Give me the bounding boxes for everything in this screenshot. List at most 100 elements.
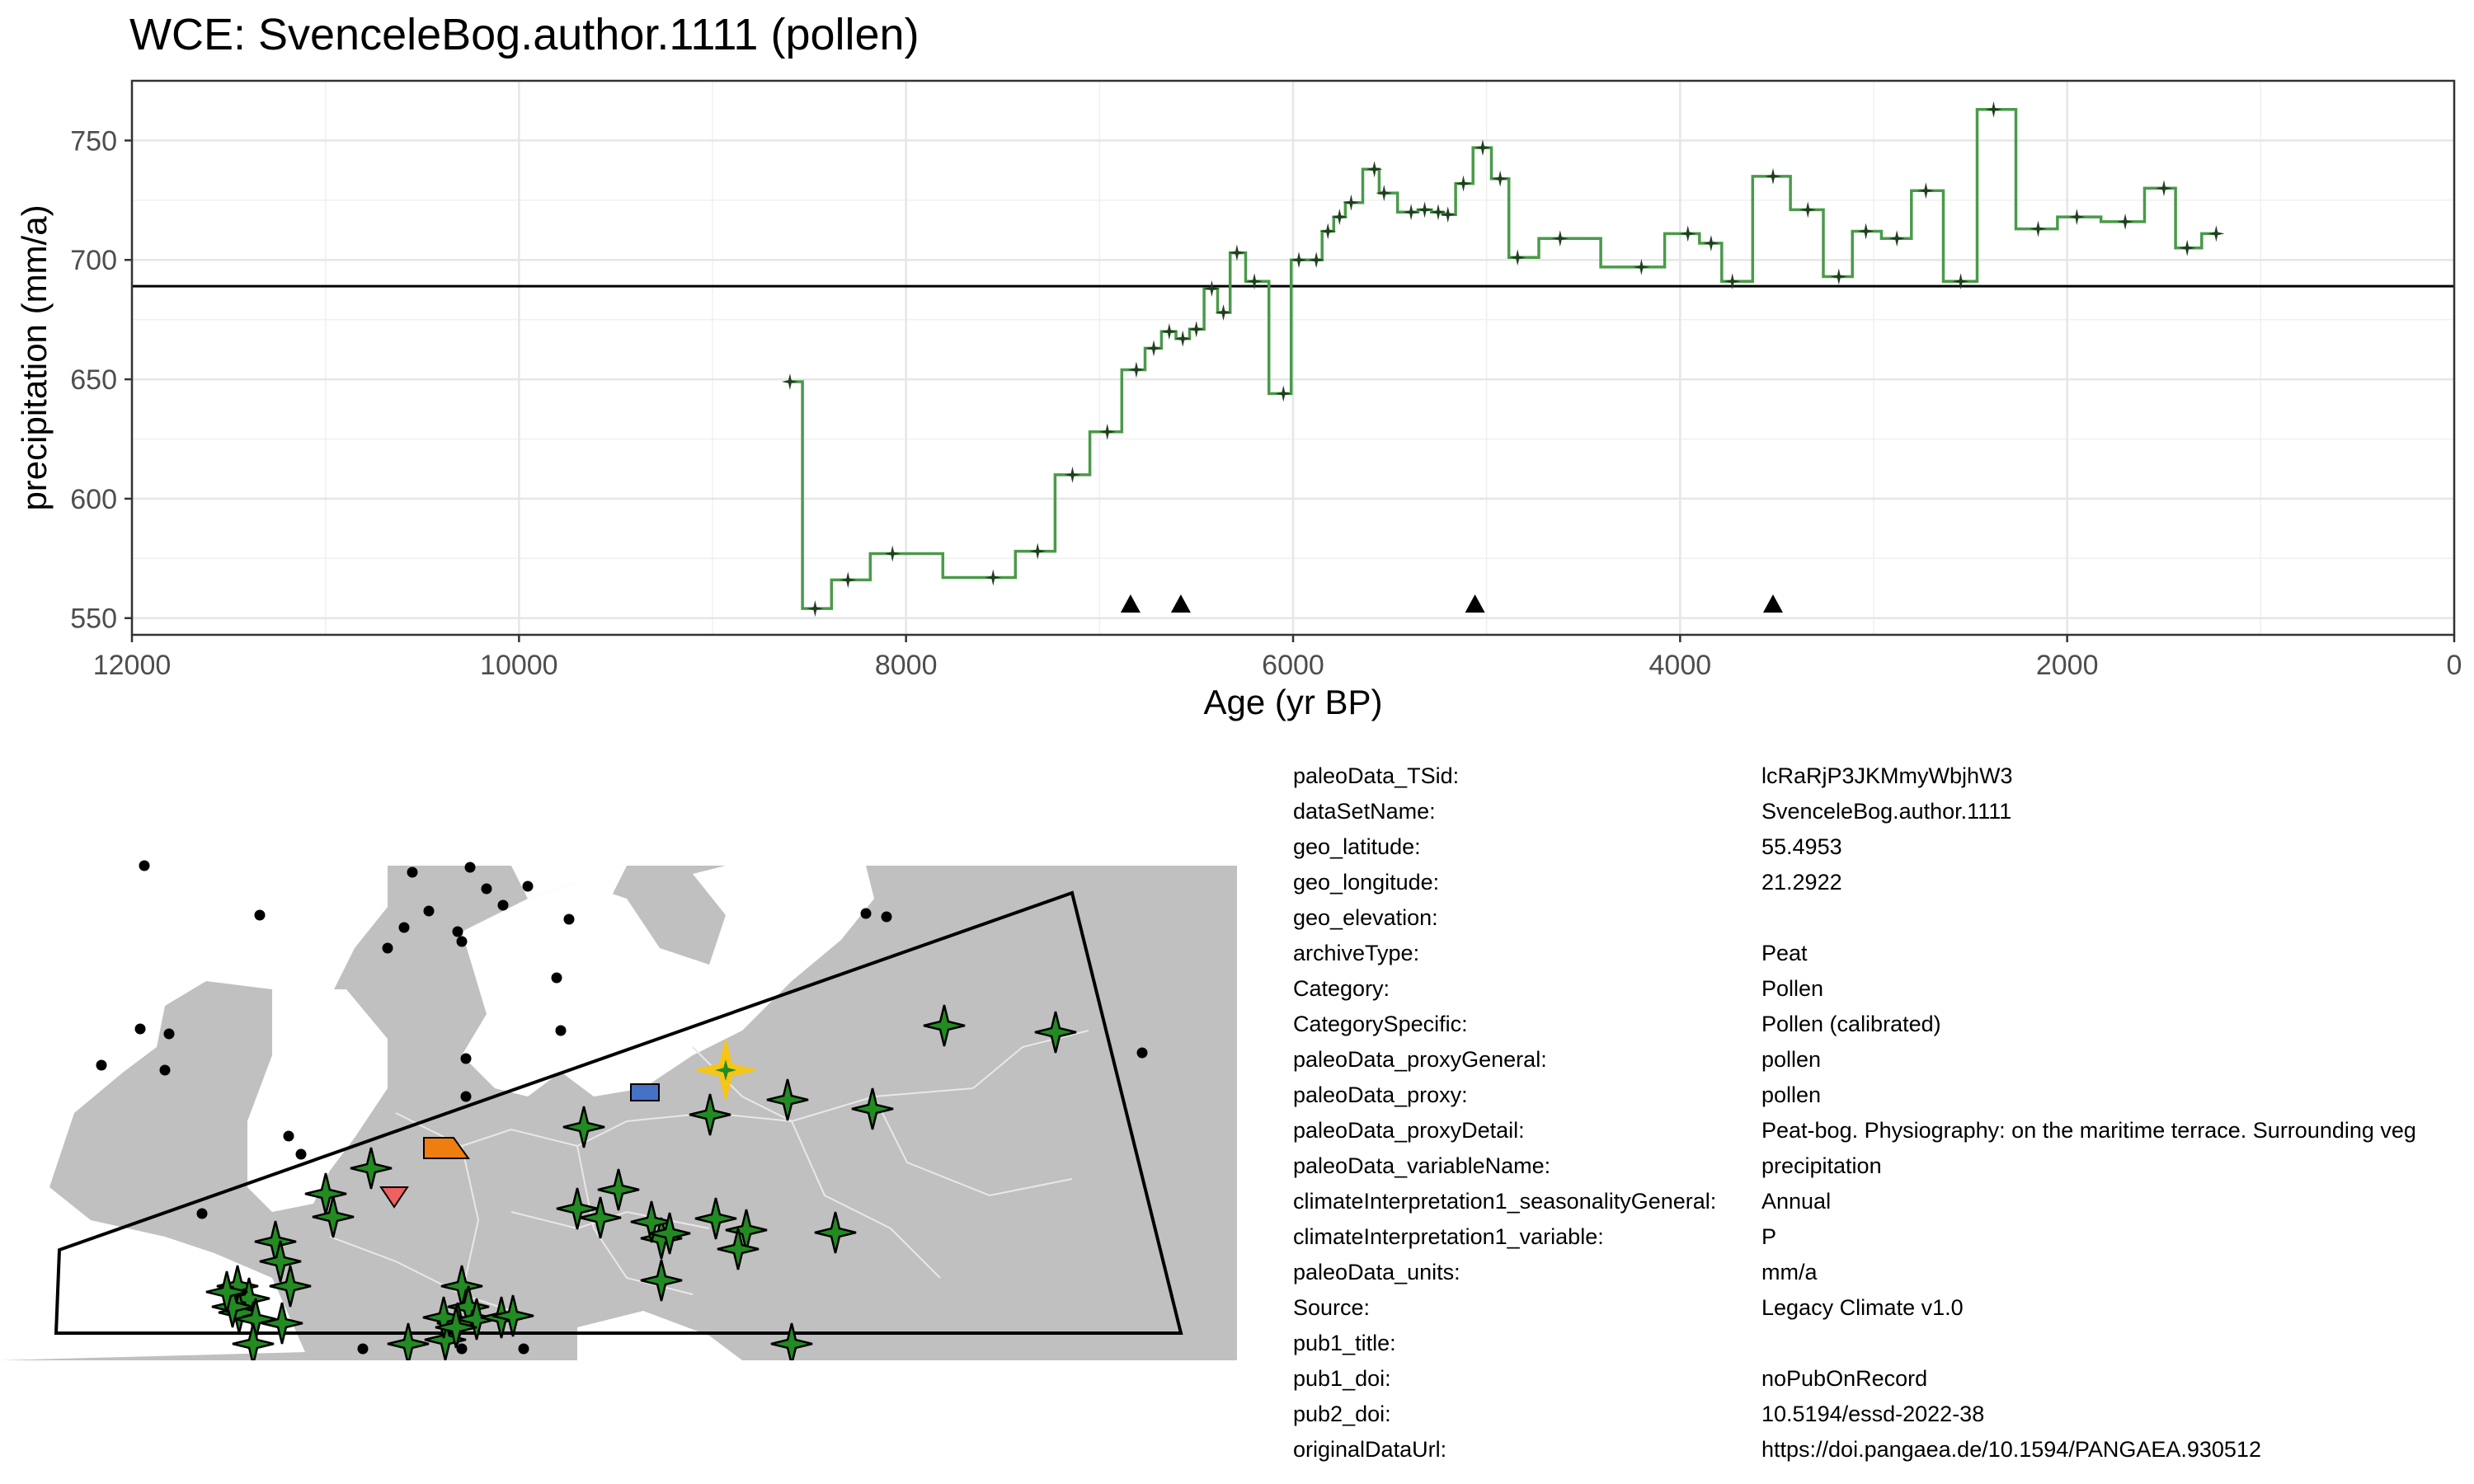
metadata-row: geo_longitude: 21.2922 bbox=[1293, 865, 2474, 900]
data-point bbox=[1098, 423, 1116, 440]
site-star bbox=[579, 1196, 622, 1239]
data-point bbox=[1439, 206, 1456, 223]
y-tick-label: 600 bbox=[70, 484, 117, 515]
data-point bbox=[985, 569, 1002, 586]
site-star bbox=[562, 1106, 605, 1148]
metadata-row: geo_latitude: 55.4953 bbox=[1293, 829, 2474, 865]
data-point bbox=[1203, 280, 1221, 297]
site-star bbox=[269, 1265, 312, 1308]
orange-triangle-marker bbox=[423, 1137, 470, 1159]
metadata-value: SvenceleBog.author.1111 bbox=[1761, 799, 2012, 824]
data-point bbox=[1228, 244, 1245, 261]
data-point bbox=[1455, 175, 1472, 192]
metadata-value: P bbox=[1761, 1224, 1777, 1249]
metadata-row: climateInterpretation1_seasonalityGenera… bbox=[1293, 1184, 2474, 1219]
x-tick-label: 10000 bbox=[480, 650, 558, 681]
data-point bbox=[1319, 223, 1337, 240]
triangle-marker bbox=[1465, 594, 1485, 613]
site-dot bbox=[881, 911, 892, 923]
triangle-marker bbox=[1762, 594, 1783, 613]
metadata-key: dataSetName: bbox=[1293, 799, 1436, 824]
data-point bbox=[1029, 542, 1047, 560]
metadata-key: Source: bbox=[1293, 1295, 1371, 1320]
metadata-row: originalDataUrl: https://doi.pangaea.de/1… bbox=[1293, 1432, 2474, 1468]
y-axis: 550 600 650 700 750 bbox=[70, 125, 132, 635]
metadata-row: paleoData_proxyGeneral: pollen bbox=[1293, 1042, 2474, 1078]
metadata-value: Annual bbox=[1761, 1189, 1832, 1214]
site-star bbox=[556, 1187, 599, 1230]
red-triangle-marker bbox=[379, 1186, 409, 1209]
site-star bbox=[492, 1294, 534, 1337]
site-dot bbox=[159, 1064, 171, 1076]
data-point bbox=[2156, 180, 2172, 197]
site-star bbox=[640, 1259, 683, 1302]
site-star bbox=[435, 1306, 477, 1349]
data-point bbox=[1376, 185, 1393, 202]
data-point bbox=[1917, 182, 1935, 200]
metadata-row: dataSetName: SvenceleBog.author.1111 bbox=[1293, 794, 2474, 829]
site-star bbox=[261, 1302, 303, 1345]
data-point bbox=[807, 600, 824, 618]
data-point bbox=[1765, 167, 1781, 185]
data-point bbox=[1679, 225, 1696, 242]
site-dot bbox=[423, 905, 435, 917]
metadata-value: Pollen bbox=[1761, 976, 1824, 1001]
metadata-key: CategorySpecific: bbox=[1293, 1012, 1468, 1036]
site-dot bbox=[460, 1091, 472, 1102]
site-dot bbox=[452, 926, 463, 937]
y-tick-label: 650 bbox=[70, 364, 117, 396]
x-axis-title: Age (yr BP) bbox=[1203, 683, 1382, 721]
highlight-star-center bbox=[715, 1059, 736, 1081]
data-point bbox=[1291, 251, 1307, 269]
metadata-table: paleoData_TSid: lcRaRjP3JKMmyWbjhW3 dataSe… bbox=[1293, 758, 2474, 1484]
x-tick-label: 4000 bbox=[1649, 650, 1712, 681]
metadata-key: Category: bbox=[1293, 976, 1390, 1001]
site-dot bbox=[295, 1148, 307, 1160]
site-stars bbox=[205, 1004, 1077, 1360]
data-point bbox=[1215, 304, 1232, 321]
data-point bbox=[1830, 268, 1847, 285]
data-point bbox=[1799, 201, 1817, 218]
region-polygon bbox=[54, 890, 1183, 1335]
site-star bbox=[851, 1087, 894, 1130]
site-star bbox=[205, 1270, 248, 1313]
data-point bbox=[884, 545, 901, 562]
site-star bbox=[232, 1322, 275, 1360]
y-tick-label: 700 bbox=[70, 245, 117, 276]
site-dot bbox=[464, 862, 476, 873]
metadata-row: climateInterpretation1_variable: P bbox=[1293, 1219, 2474, 1255]
y-tick-label: 750 bbox=[70, 125, 117, 157]
metadata-key: geo_elevation: bbox=[1293, 905, 1438, 930]
data-point bbox=[2068, 209, 2086, 226]
triangle-marker bbox=[1120, 594, 1141, 613]
metadata-key: pub2_doi: bbox=[1293, 1402, 1391, 1426]
metadata-key: paleoData_variableName: bbox=[1293, 1153, 1551, 1178]
site-star bbox=[694, 1197, 737, 1240]
site-star bbox=[814, 1211, 857, 1254]
data-point bbox=[2117, 213, 2134, 230]
site-dot bbox=[555, 1025, 567, 1036]
data-point bbox=[1174, 330, 1192, 347]
mediterranean-sea bbox=[577, 1311, 742, 1360]
metadata-key: paleoData_proxy: bbox=[1293, 1082, 1468, 1107]
site-dot bbox=[254, 909, 266, 921]
site-star bbox=[689, 1093, 731, 1136]
metadata-key: paleoData_proxyDetail: bbox=[1293, 1118, 1525, 1143]
data-point bbox=[1430, 204, 1446, 221]
data-point bbox=[1145, 340, 1162, 357]
metadata-key: geo_latitude: bbox=[1293, 834, 1421, 859]
gulf-of-bothnia bbox=[511, 866, 627, 899]
site-star bbox=[259, 1240, 302, 1283]
site-dot bbox=[134, 1023, 146, 1035]
x-tick-label: 12000 bbox=[93, 650, 172, 681]
site-dot bbox=[481, 883, 492, 895]
metadata-row: pub1_title: bbox=[1293, 1326, 2474, 1361]
data-point bbox=[1366, 161, 1383, 178]
metadata-value: Legacy Climate v1.0 bbox=[1761, 1295, 1964, 1320]
site-star bbox=[766, 1078, 809, 1121]
metadata-row: paleoData_units: mm/a bbox=[1293, 1255, 2474, 1290]
metadata-value: 10.5194/essd-2022-38 bbox=[1761, 1402, 1985, 1426]
data-points bbox=[781, 101, 2225, 618]
site-dot bbox=[456, 936, 468, 947]
other-site-dots bbox=[96, 860, 1148, 1355]
